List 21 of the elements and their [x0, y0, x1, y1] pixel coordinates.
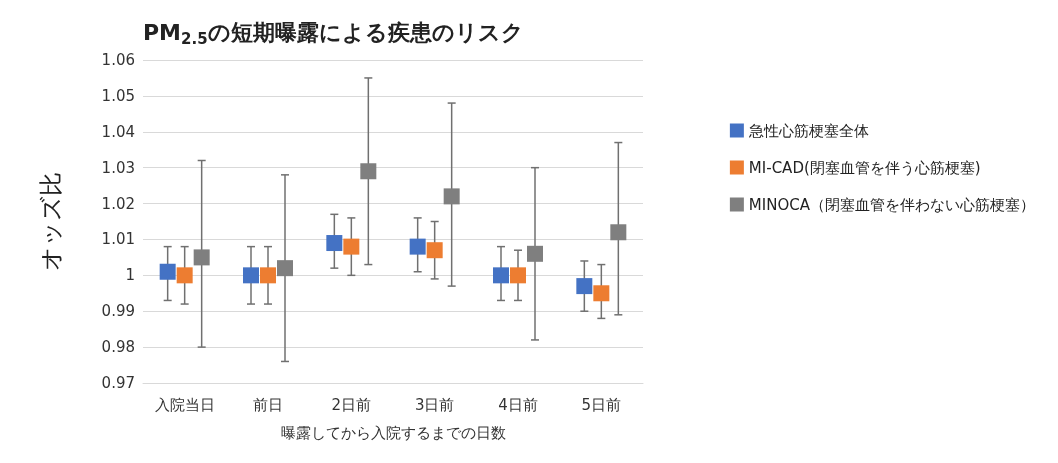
legend-label: MINOCA（閉塞血管を伴わない心筋梗塞） [748, 195, 1036, 214]
y-tick-label: 0.98 [101, 338, 135, 357]
x-tick-label: 3日前 [414, 395, 455, 414]
y-tick-label: 1.05 [101, 86, 135, 105]
y-tick-label: 1.01 [101, 230, 135, 249]
y-tick-label: 1.04 [101, 122, 135, 141]
x-tick-label: 4日前 [498, 395, 538, 414]
y-axis-title: オッズ比 [37, 172, 65, 271]
x-tick-label: 入院当日 [154, 395, 215, 414]
y-tick-label: 1.03 [101, 158, 135, 177]
y-tick-label: 0.97 [101, 374, 135, 392]
y-tick-label: 0.99 [101, 302, 135, 321]
x-axis-title: 曝露してから入院するまでの日数 [280, 423, 506, 442]
x-tick-label: 5日前 [581, 395, 622, 414]
legend-label: 急性心筋梗塞全体 [747, 121, 869, 140]
y-tick-label: 1 [125, 266, 135, 285]
x-tick-label: 2日前 [331, 395, 372, 414]
y-tick-label: 1.06 [101, 51, 135, 69]
x-tick-label: 前日 [253, 395, 283, 414]
y-tick-label: 1.02 [101, 194, 135, 213]
legend-label: MI-CAD(閉塞血管を伴う心筋梗塞) [748, 158, 981, 177]
